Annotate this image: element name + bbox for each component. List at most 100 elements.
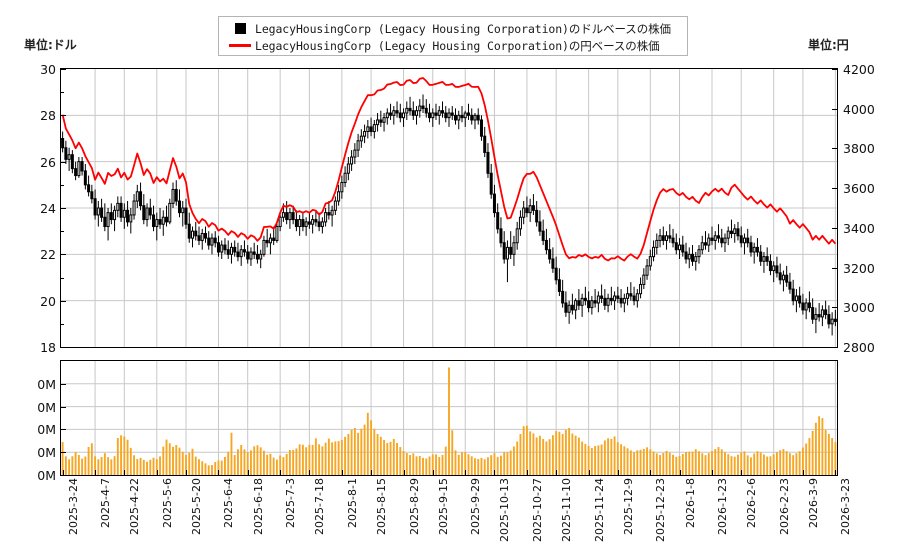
x-axis-tick-mark — [124, 470, 126, 476]
x-axis-tick-label: 2025-8-1 — [345, 478, 359, 528]
volume-axis-tick-label: 0M — [37, 468, 56, 483]
volume-axis-tick-mark — [60, 406, 66, 408]
x-axis-tick-label: 2025-4-22 — [128, 478, 142, 535]
x-axis-tick-label: 2025-6-18 — [251, 478, 265, 535]
y-axis-tick-label-left: 20 — [40, 293, 56, 309]
x-axis-tick-mark — [526, 470, 528, 476]
chart-legend: LegacyHousingCorp (Legacy Housing Corpor… — [218, 16, 688, 56]
y-axis-tick-label-right: 4200 — [843, 62, 875, 77]
y-axis-tick-label-left: 26 — [40, 154, 56, 170]
x-axis-tick-mark — [741, 470, 743, 476]
volume-axis-tick-label: 0M — [37, 422, 56, 438]
x-axis-tick-mark — [156, 470, 158, 476]
legend-label-jpy: LegacyHousingCorp (Legacy Housing Corpor… — [255, 38, 660, 53]
volume-axis-tick-mark — [60, 429, 66, 431]
x-axis-tick-label: 2025-12-9 — [621, 478, 635, 535]
y-axis-tick-mark-left — [60, 115, 66, 117]
x-axis-tick-mark — [309, 470, 311, 476]
x-axis-tick-label: 2025-10-27 — [530, 478, 544, 542]
volume-axis-tick-mark — [60, 383, 66, 385]
y-axis-tick-label-left: 30 — [40, 62, 56, 77]
y-axis-tick-label-right: 3000 — [843, 300, 875, 316]
x-axis-tick-label: 2025-11-10 — [560, 478, 574, 542]
y-axis-minor-tick-left — [60, 231, 64, 233]
y-axis-tick-mark-right — [832, 347, 838, 348]
y-axis-tick-label-left: 24 — [40, 201, 56, 216]
y-axis-tick-mark-left — [60, 254, 66, 256]
x-axis-tick-mark — [218, 470, 220, 476]
y-axis-tick-mark-right — [832, 307, 838, 309]
x-axis-tick-label: 2026-3-9 — [806, 478, 820, 528]
x-axis-tick-label: 2025-5-20 — [190, 478, 203, 535]
y-axis-tick-label-left: 18 — [40, 340, 56, 355]
y-axis-minor-tick-left — [60, 323, 64, 325]
volume-axis-tick-label: 0M — [37, 445, 56, 461]
legend-label-usd: LegacyHousingCorp (Legacy Housing Corpor… — [255, 21, 671, 36]
y-axis-minor-tick-left — [60, 184, 64, 186]
x-axis-tick-label: 2025-7-18 — [313, 478, 327, 535]
volume-axis-tick-label: 0M — [37, 376, 56, 392]
volume-axis-tick-mark — [60, 452, 66, 454]
x-axis-tick-mark — [247, 470, 249, 476]
x-axis-tick-mark — [371, 470, 373, 476]
y-axis-minor-tick-left — [60, 277, 64, 279]
square-marker-icon — [225, 23, 255, 34]
x-axis-tick-label: 2026-2-6 — [745, 478, 759, 528]
volume-axis-tick-label: 0M — [37, 399, 56, 415]
y-axis-tick-mark-left — [60, 161, 66, 163]
y-axis-tick-label-left: 22 — [40, 247, 56, 263]
x-axis-tick-mark — [62, 470, 64, 476]
x-axis-tick-label: 2025-3-24 — [66, 478, 80, 535]
y-axis-tick-mark-right — [832, 227, 838, 229]
y-axis-minor-tick-left — [60, 138, 64, 140]
y-axis-minor-tick-left — [60, 92, 64, 94]
x-axis-tick-label: 2026-2-23 — [777, 478, 791, 535]
y-axis-tick-label-right: 3200 — [843, 260, 875, 276]
y-axis-tick-label-right: 3800 — [843, 141, 875, 157]
x-axis-tick-label: 2025-10-13 — [498, 478, 512, 542]
x-axis-tick-mark — [556, 470, 558, 476]
x-axis-tick-label: 2025-6-4 — [222, 478, 236, 528]
y-axis-tick-mark-left — [60, 208, 66, 209]
left-axis-unit: 単位:ドル — [24, 38, 77, 52]
x-axis-tick-mark — [403, 470, 405, 476]
x-axis-tick-mark — [95, 470, 97, 476]
y-axis-tick-label-right: 3400 — [843, 220, 875, 236]
y-axis-tick-mark-right — [832, 69, 838, 70]
x-axis-tick-mark — [465, 470, 467, 476]
y-axis-tick-mark-right — [832, 148, 838, 150]
x-axis-tick-mark — [802, 470, 804, 476]
y-axis-tick-label-right: 4000 — [843, 101, 875, 117]
x-axis-tick-mark — [650, 470, 652, 476]
y-axis-tick-mark-left — [60, 300, 66, 302]
y-axis-tick-label-left: 28 — [40, 108, 56, 124]
y-axis-tick-label-right: 2800 — [843, 340, 875, 355]
line-marker-icon — [225, 44, 255, 47]
x-axis-tick-label: 2025-7-3 — [284, 478, 298, 528]
legend-item-jpy: LegacyHousingCorp (Legacy Housing Corpor… — [225, 37, 681, 54]
x-axis-tick-mark — [186, 470, 187, 476]
x-axis-tick-label: 2025-8-15 — [375, 478, 389, 535]
x-axis-tick-mark — [341, 470, 343, 476]
price-plot — [61, 69, 837, 347]
x-axis-tick-mark — [432, 470, 434, 476]
x-axis-tick-mark — [280, 470, 282, 476]
x-axis-tick-label: 2026-3-23 — [839, 478, 853, 535]
x-axis-tick-mark — [835, 470, 837, 476]
y-axis-tick-mark-right — [832, 108, 838, 110]
x-axis-tick-label: 2025-12-23 — [654, 478, 668, 542]
x-axis-tick-label: 2025-4-7 — [99, 478, 113, 528]
price-chart-panel — [60, 68, 838, 348]
x-axis-tick-label: 2025-9-29 — [469, 478, 483, 535]
volume-chart-panel — [60, 360, 838, 476]
x-axis-tick-label: 2025-5-6 — [160, 478, 174, 528]
x-axis-tick-label: 2025-11-24 — [592, 478, 606, 542]
right-axis-unit: 単位:円 — [808, 38, 849, 52]
y-axis-tick-mark-left — [60, 347, 66, 348]
x-axis-tick-label: 2025-8-29 — [407, 478, 421, 535]
x-axis-tick-mark — [679, 470, 681, 476]
x-axis-tick-mark — [588, 470, 590, 476]
x-axis-tick-mark — [617, 470, 619, 476]
volume-plot — [61, 361, 837, 475]
